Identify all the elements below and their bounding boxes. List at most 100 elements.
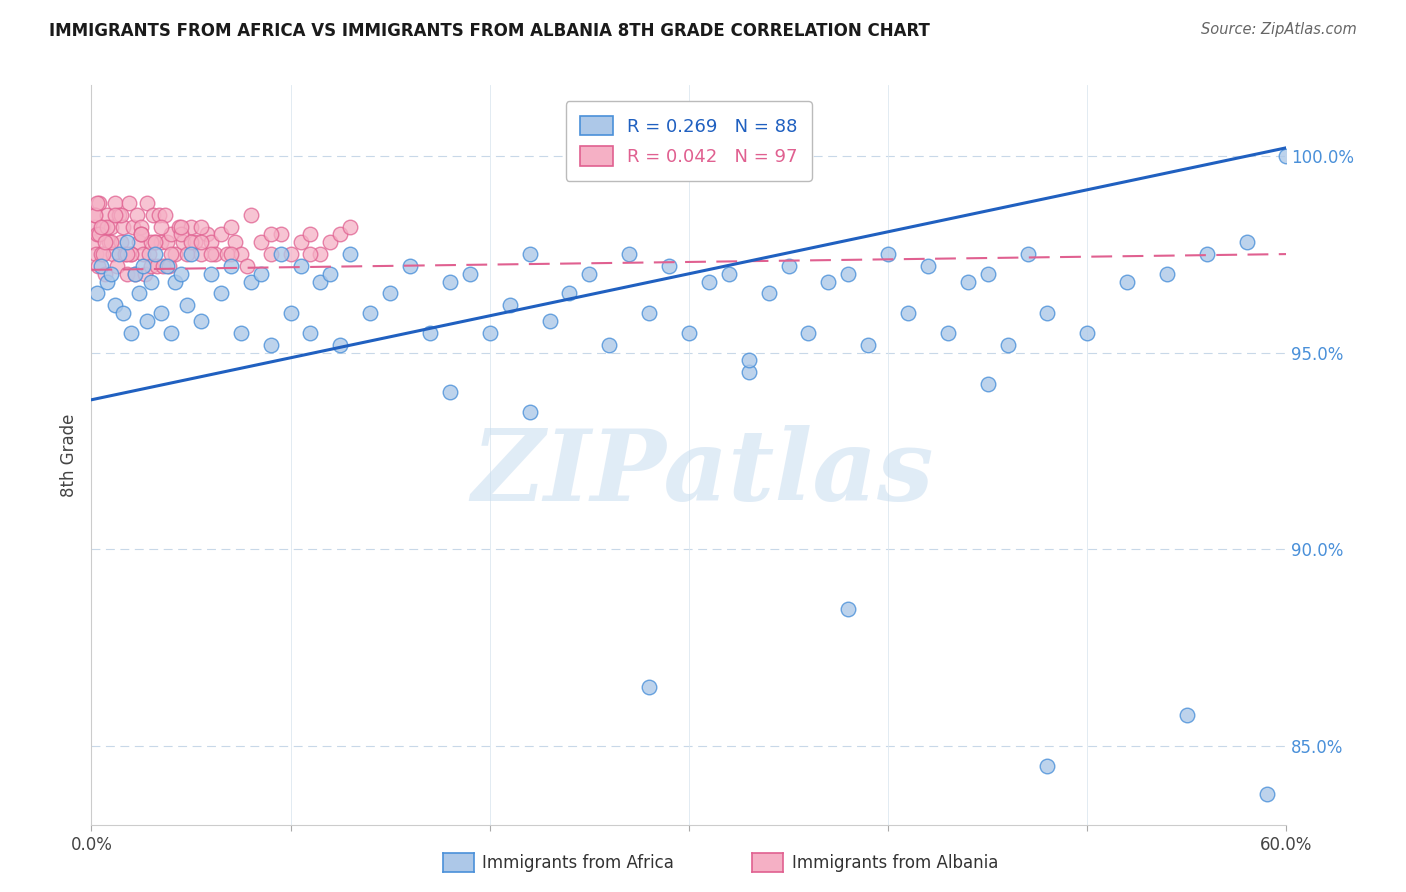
- Point: [129, 219, 152, 234]
- Point: [93, 247, 114, 261]
- Point: [290, 259, 312, 273]
- Point: [997, 337, 1019, 351]
- Point: [138, 247, 160, 261]
- Point: [190, 247, 212, 261]
- Point: [259, 227, 281, 242]
- Point: [127, 208, 149, 222]
- Point: [108, 208, 131, 222]
- Point: [98, 235, 121, 250]
- Point: [758, 286, 780, 301]
- Point: [110, 208, 132, 222]
- Point: [717, 267, 740, 281]
- Point: [160, 326, 183, 340]
- Point: [309, 247, 332, 261]
- Point: [96, 208, 118, 222]
- Point: [128, 235, 150, 250]
- Point: [239, 275, 262, 289]
- Point: [105, 259, 128, 273]
- Point: [219, 259, 242, 273]
- Point: [156, 259, 179, 273]
- Point: [259, 337, 281, 351]
- Point: [108, 247, 131, 261]
- Point: [84, 208, 107, 222]
- Point: [82, 235, 104, 250]
- Point: [229, 326, 252, 340]
- Point: [122, 219, 145, 234]
- Point: [120, 247, 142, 261]
- Point: [96, 275, 118, 289]
- Point: [163, 247, 186, 261]
- Point: [280, 306, 302, 320]
- Point: [94, 235, 117, 250]
- Point: [619, 247, 641, 261]
- Point: [128, 286, 150, 301]
- Point: [778, 259, 800, 273]
- Point: [215, 247, 238, 261]
- Point: [1175, 707, 1198, 722]
- Point: [558, 286, 581, 301]
- Point: [837, 267, 859, 281]
- Point: [538, 314, 561, 328]
- Point: [153, 208, 176, 222]
- Point: [180, 219, 202, 234]
- Point: [280, 247, 302, 261]
- Point: [598, 337, 620, 351]
- Point: [309, 275, 332, 289]
- Point: [578, 267, 600, 281]
- Point: [190, 235, 212, 250]
- Point: [339, 219, 361, 234]
- Point: [936, 326, 959, 340]
- Point: [259, 247, 281, 261]
- Point: [118, 195, 141, 210]
- Point: [299, 227, 322, 242]
- Point: [150, 306, 173, 320]
- Point: [90, 259, 112, 273]
- Point: [329, 227, 352, 242]
- Point: [90, 219, 112, 234]
- Point: [976, 377, 998, 392]
- Point: [200, 267, 222, 281]
- Point: [124, 267, 146, 281]
- Point: [1116, 275, 1139, 289]
- Point: [378, 286, 402, 301]
- Point: [200, 235, 222, 250]
- Y-axis label: 8th Grade: 8th Grade: [60, 413, 79, 497]
- Point: [897, 306, 920, 320]
- Point: [638, 680, 661, 694]
- Point: [120, 247, 142, 261]
- Point: [83, 219, 105, 234]
- Point: [1036, 759, 1059, 773]
- Point: [115, 235, 138, 250]
- Point: [190, 219, 212, 234]
- Point: [84, 208, 107, 222]
- Point: [104, 208, 127, 222]
- Point: [209, 227, 232, 242]
- Point: [152, 259, 174, 273]
- Point: [359, 306, 381, 320]
- Point: [917, 259, 939, 273]
- Text: Source: ZipAtlas.com: Source: ZipAtlas.com: [1201, 22, 1357, 37]
- Point: [148, 208, 170, 222]
- Point: [877, 247, 900, 261]
- Point: [817, 275, 839, 289]
- Legend: R = 0.269   N = 88, R = 0.042   N = 97: R = 0.269 N = 88, R = 0.042 N = 97: [565, 101, 813, 181]
- Point: [160, 247, 183, 261]
- Text: ZIPatlas: ZIPatlas: [472, 425, 934, 521]
- Point: [86, 286, 108, 301]
- Point: [219, 247, 242, 261]
- Point: [100, 267, 122, 281]
- Point: [112, 219, 135, 234]
- Point: [956, 275, 979, 289]
- Point: [150, 219, 173, 234]
- Point: [114, 247, 136, 261]
- Point: [87, 259, 110, 273]
- Point: [478, 326, 501, 340]
- Point: [1036, 306, 1059, 320]
- Point: [110, 235, 132, 250]
- Point: [180, 247, 202, 261]
- Point: [419, 326, 441, 340]
- Point: [104, 298, 127, 312]
- Point: [1195, 247, 1218, 261]
- Point: [319, 267, 342, 281]
- Point: [115, 267, 138, 281]
